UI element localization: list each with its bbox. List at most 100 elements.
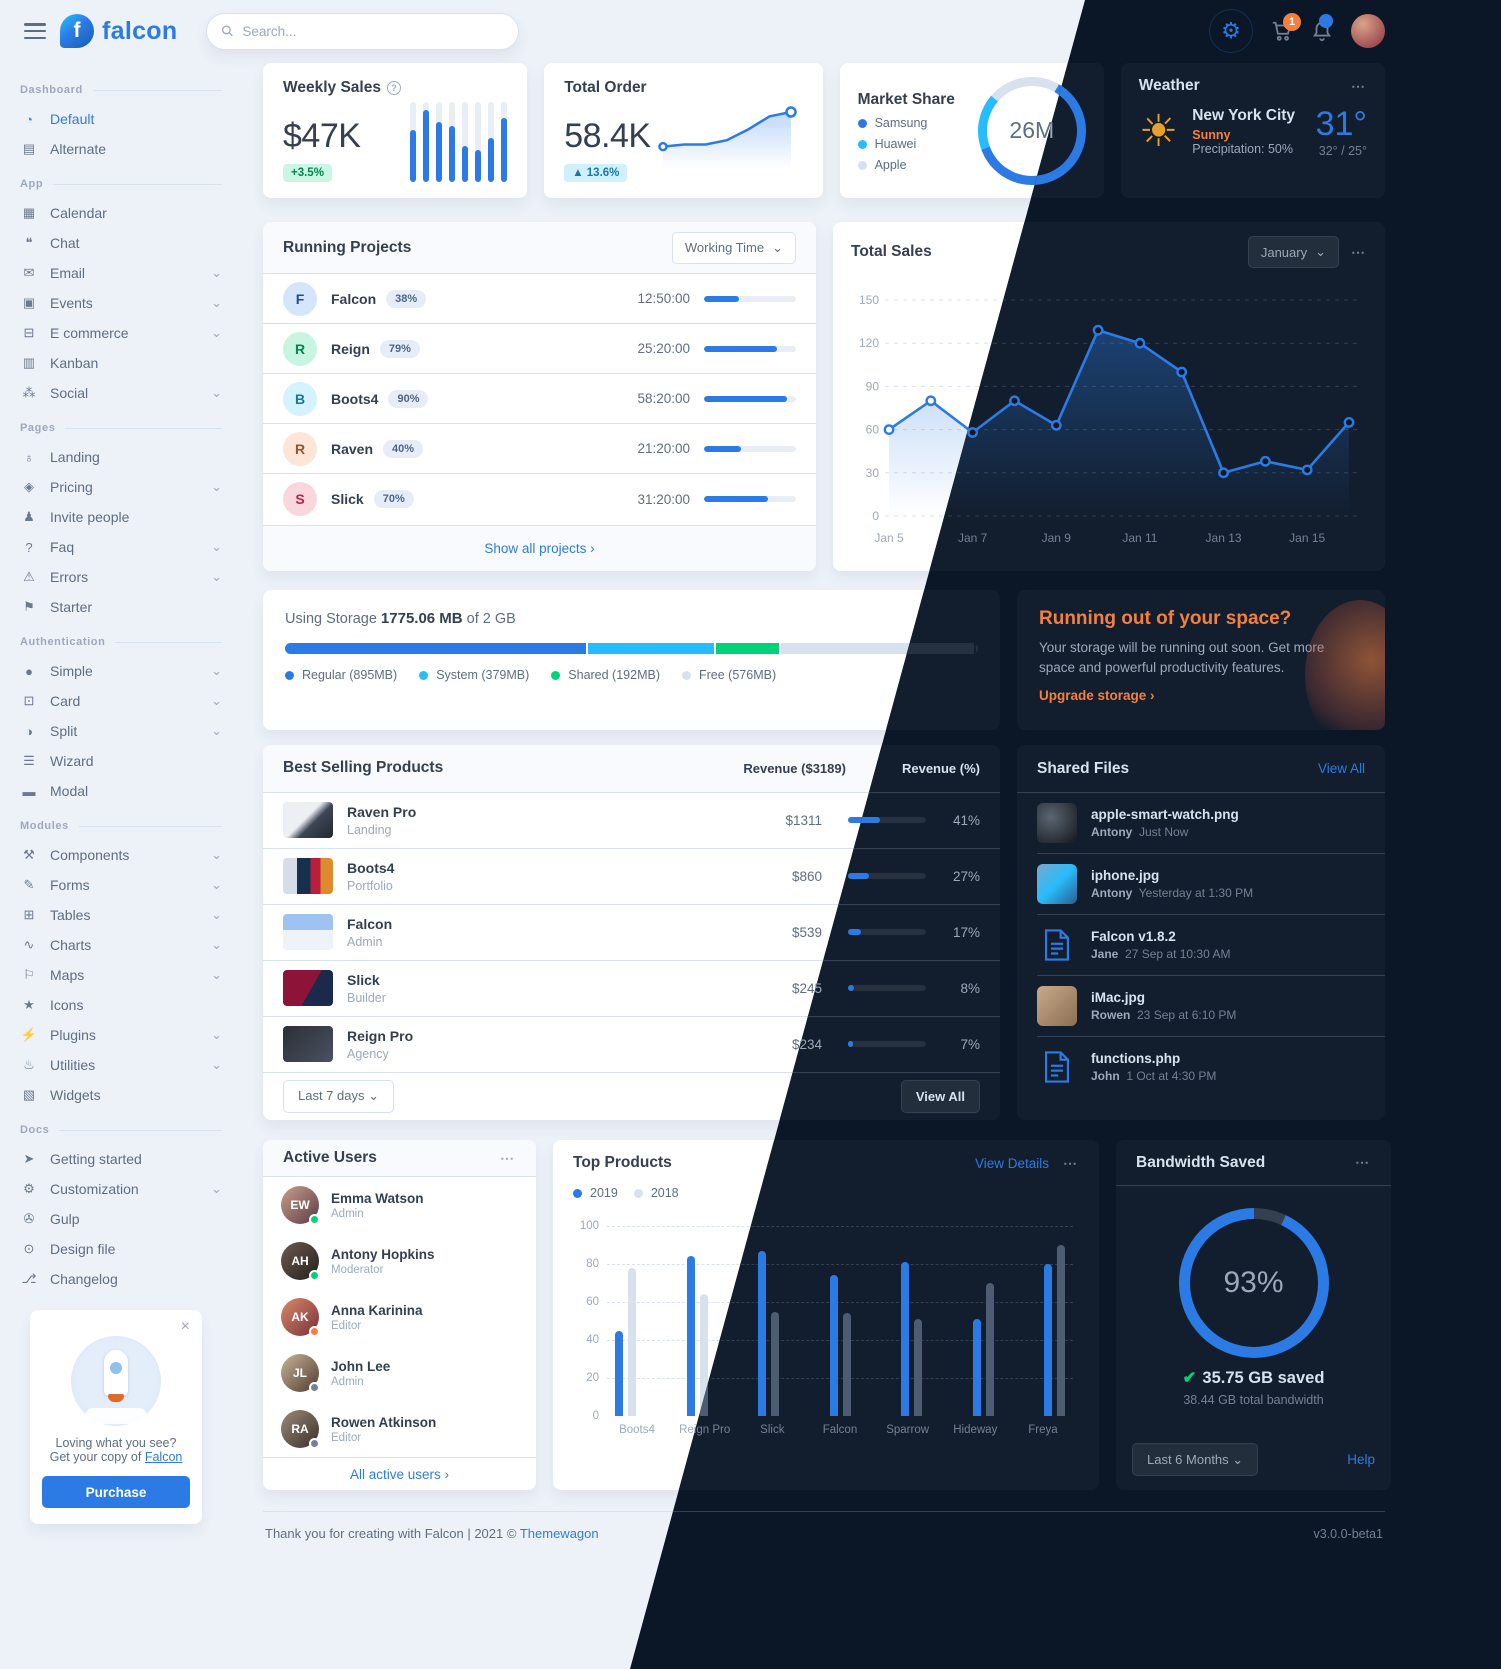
project-row-slick[interactable]: S Slick 70% 31:20:00: [263, 474, 816, 524]
themewagon-link[interactable]: Themewagon: [519, 1526, 599, 1541]
legend-item-2019[interactable]: 2019: [573, 1186, 618, 1200]
sidebar-item-changelog[interactable]: ⎇ Changelog: [21, 1271, 118, 1287]
sidebar-item-gulp[interactable]: ✇ Gulp: [20, 1204, 222, 1234]
sidebar-item-plugins[interactable]: ⚡ Plugins ⌄: [20, 1027, 222, 1043]
shared-file-apple-smart-watch-png[interactable]: apple-smart-watch.png Antony Just Now: [1017, 793, 1385, 853]
sidebar-item-icons[interactable]: ★ Icons: [20, 990, 222, 1020]
project-row-boots4[interactable]: B Boots4 90% 58:20:00: [263, 374, 816, 424]
sidebar-item-components[interactable]: ⚒ Components ⌄: [20, 840, 222, 870]
help-icon[interactable]: ?: [386, 81, 401, 95]
card-menu-icon[interactable]: ⋯: [500, 1149, 516, 1166]
weather-precipitation: Precipitation: 50%: [1192, 142, 1293, 156]
card-menu-icon[interactable]: ⋯: [1355, 1154, 1371, 1170]
sidebar-item-email[interactable]: ✉ Email ⌄: [20, 258, 222, 288]
project-row-falcon[interactable]: F Falcon 38% 12:50:00: [263, 274, 816, 324]
product-category[interactable]: Portfolio: [347, 878, 393, 893]
search-field[interactable]: [242, 23, 505, 39]
sidebar-item-calendar[interactable]: ▦ Calendar: [20, 198, 222, 228]
product-category[interactable]: Agency: [347, 1046, 389, 1061]
sidebar-item-e-commerce[interactable]: ⊟ E commerce ⌄: [20, 318, 222, 348]
sidebar-item-social[interactable]: ⁂ Social ⌄: [20, 378, 223, 408]
pie-chart-icon: ◔: [25, 111, 33, 127]
search-input[interactable]: [206, 12, 520, 50]
project-time: 25:20:00: [637, 341, 690, 356]
shared-file-iphone-jpg[interactable]: iphone.jpg Antony Yesterday at 1:30 PM: [1037, 853, 1385, 914]
sidebar-item-landing[interactable]: ♁ Landing: [20, 442, 222, 472]
user-role: Admin: [331, 1207, 364, 1220]
sidebar-item-tables[interactable]: ⊞ Tables ⌄: [20, 900, 222, 930]
sidebar-item-errors[interactable]: ⚠ Errors ⌄: [20, 562, 222, 592]
sidebar-item-split[interactable]: ◑ Split ⌄: [20, 716, 222, 746]
project-name: Boots4: [331, 390, 379, 407]
file-thumbnail: [1037, 864, 1077, 904]
view-details-link[interactable]: View Details: [974, 1155, 1049, 1171]
chevron-down-icon: ⌄: [211, 325, 222, 340]
view-all-link[interactable]: View All: [1317, 761, 1365, 776]
sidebar-item-customization[interactable]: ⚙ Customization ⌄: [20, 1174, 222, 1204]
sidebar-item-chat[interactable]: ❝ Chat: [20, 228, 222, 258]
purchase-button[interactable]: Purchase: [42, 1476, 190, 1508]
chevron-down-icon: ⌄: [211, 265, 222, 280]
sidebar-item-default[interactable]: ◔ Default: [20, 104, 222, 134]
sidebar-item-charts[interactable]: ∿ Charts ⌄: [20, 930, 222, 960]
sidebar-item-kanban[interactable]: ▥ Kanban: [20, 348, 222, 378]
sidebar-item-faq[interactable]: ? Faq ⌄: [20, 532, 222, 562]
sidebar-item-wizard[interactable]: ☰ Wizard: [20, 746, 222, 776]
cart-button[interactable]: 1: [1271, 13, 1301, 42]
project-row-reign[interactable]: R Reign 79% 25:20:00: [263, 324, 816, 374]
product-category[interactable]: Admin: [347, 934, 383, 949]
working-time-select[interactable]: Working Time⌄: [671, 231, 796, 264]
sidebar-item-events[interactable]: ▣ Events ⌄: [20, 288, 222, 318]
upgrade-storage-link[interactable]: Upgrade storage ›: [1039, 688, 1155, 704]
show-all-projects-link[interactable]: Show all projects ›: [484, 541, 595, 556]
weekly-sales-value: $47K: [283, 117, 361, 155]
sidebar-item-starter[interactable]: ⚑ Starter: [20, 592, 222, 622]
sidebar-item-utilities[interactable]: ♨ Utilities ⌄: [20, 1050, 222, 1080]
rocket-icon: ➤: [23, 1151, 35, 1166]
close-icon[interactable]: ×: [180, 1318, 190, 1335]
falcon-link[interactable]: Falcon: [144, 1450, 183, 1464]
app-logo[interactable]: f falcon: [60, 14, 177, 48]
product-category[interactable]: Builder: [347, 990, 386, 1005]
settings-gear-button[interactable]: ⚙: [1209, 9, 1253, 53]
last-6-months-select[interactable]: Last 6 Months ⌄: [1132, 1443, 1259, 1476]
sidebar-item-getting-started[interactable]: ➤ Getting started: [20, 1144, 222, 1174]
sidebar-item-simple[interactable]: ● Simple ⌄: [20, 656, 222, 686]
sidebar-item-maps[interactable]: ⚐ Maps ⌄: [20, 960, 222, 990]
sidebar-item-pricing[interactable]: ◈ Pricing ⌄: [20, 472, 222, 502]
shared-file-imac-jpg[interactable]: iMac.jpg Rowen 23 Sep at 6:10 PM: [1037, 975, 1385, 1036]
x-label-falcon: Falcon: [822, 1424, 858, 1436]
month-select[interactable]: January⌄: [1247, 236, 1339, 268]
card-menu-icon[interactable]: ⋯: [1063, 1154, 1079, 1171]
help-link[interactable]: Help: [1347, 1452, 1375, 1467]
user-role: Admin: [331, 1375, 364, 1388]
sidebar-item-design-file[interactable]: ⊙ Design file: [20, 1234, 222, 1264]
sidebar-item-invite-people[interactable]: ♟ Invite people: [20, 502, 222, 532]
all-active-users-link[interactable]: All active users ›: [349, 1466, 450, 1482]
shared-file-functions-php[interactable]: functions.php John 1 Oct at 4:30 PM: [1037, 1036, 1385, 1097]
legend-item-2018[interactable]: 2018: [633, 1186, 679, 1200]
sidebar-item-alternate[interactable]: ▤ Alternate: [20, 134, 222, 164]
sidebar-item-forms[interactable]: ✎ Forms ⌄: [20, 870, 222, 900]
period-select[interactable]: Last 7 days ⌄: [283, 1079, 394, 1113]
chevron-down-icon: ⌄: [211, 967, 222, 982]
product-category[interactable]: Landing: [347, 822, 392, 837]
sidebar-item-card[interactable]: ⊡ Card ⌄: [20, 686, 222, 716]
sidebar-item-widgets[interactable]: ▧ Widgets: [20, 1080, 222, 1110]
shared-file-falcon-v1-8-2[interactable]: Falcon v1.8.2 Jane 27 Sep at 10:30 AM: [1037, 914, 1385, 975]
user-avatar[interactable]: [1351, 14, 1385, 48]
weather-title: Weather: [1138, 77, 1200, 94]
card-menu-icon[interactable]: ⋯: [1350, 77, 1367, 94]
view-all-button[interactable]: View All: [900, 1079, 980, 1113]
menu-toggle-icon[interactable]: [24, 23, 46, 39]
project-row-raven[interactable]: R Raven 40% 21:20:00: [263, 424, 816, 474]
sidebar-item-modal[interactable]: ▬ Modal: [20, 776, 222, 806]
notifications-bell-button[interactable]: [1311, 14, 1333, 42]
card-menu-icon[interactable]: ⋯: [1351, 243, 1367, 260]
